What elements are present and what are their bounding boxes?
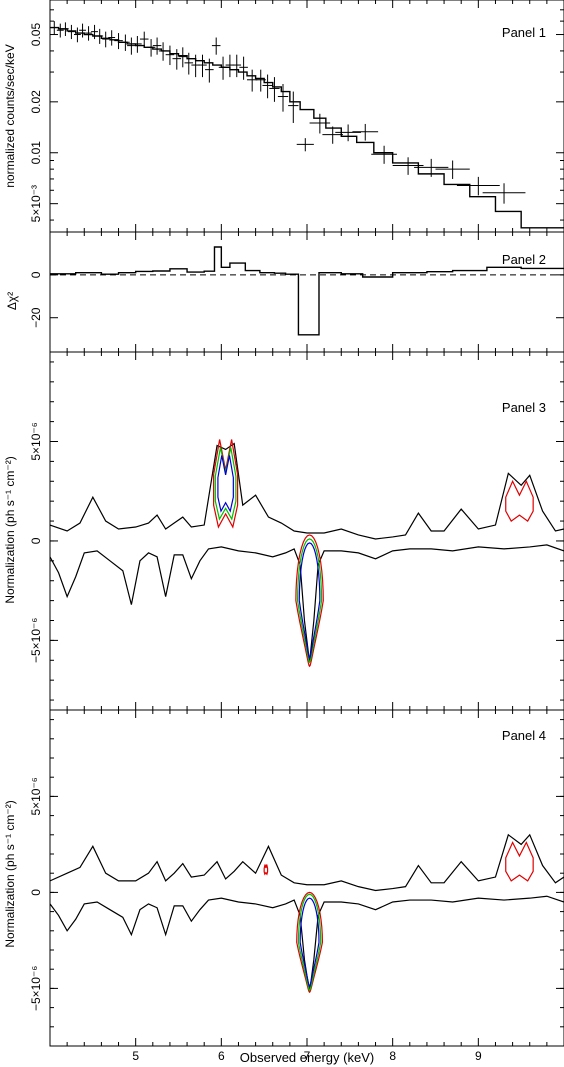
data-point xyxy=(296,138,314,152)
data-point xyxy=(198,54,207,78)
data-point xyxy=(91,24,98,40)
panel-1-label: Panel 1 xyxy=(502,25,546,40)
data-point xyxy=(247,69,258,92)
x-tick-label: 5 xyxy=(132,1049,139,1063)
red-confidence-contour xyxy=(295,534,324,668)
y-tick-label: 0 xyxy=(29,537,43,544)
panel-1-ylabel: normalized counts/sec/keV xyxy=(3,44,17,187)
panel-1: Panel 1 normalized counts/sec/keV 0.050.… xyxy=(3,0,564,233)
data-point xyxy=(288,91,299,123)
panel-1-data-points xyxy=(50,21,526,204)
x-axis-label: Observed energy (keV) xyxy=(240,1050,374,1065)
panel-4-ylabel: Normalization (ph s⁻¹ cm⁻²) xyxy=(3,800,17,947)
y-tick-label: 0.01 xyxy=(29,141,43,165)
panel-3-y-ticks: 5×10⁻⁶ 0 −5×10⁻⁶ xyxy=(29,361,564,701)
blue-confidence-contour xyxy=(299,897,320,988)
upper-limit-trace xyxy=(49,442,564,540)
x-tick-label: 6 xyxy=(218,1049,225,1063)
panel-3-ylabel: Normalization (ph s⁻¹ cm⁻²) xyxy=(3,456,17,603)
panel-2: Panel 2 Δχ² 0 −20 xyxy=(5,231,564,353)
panel-1-x-ticks xyxy=(66,0,548,232)
x-tick-label: 8 xyxy=(389,1049,396,1063)
blue-confidence-contour xyxy=(217,455,234,513)
panel-3-contours xyxy=(213,439,534,668)
data-point xyxy=(262,74,273,99)
panel-4-label: Panel 4 xyxy=(502,728,546,743)
data-point xyxy=(178,47,188,68)
data-point xyxy=(218,56,228,80)
x-tick-label: 7 xyxy=(304,1049,311,1063)
panel-4-frame xyxy=(49,709,564,1047)
data-point xyxy=(239,56,248,80)
panel-1-y-ticks: 0.05 0.02 0.01 5×10⁻³ xyxy=(29,9,564,222)
data-point xyxy=(67,24,75,40)
panel-2-y-ticks: 0 −20 xyxy=(29,271,564,328)
data-point xyxy=(165,45,175,66)
data-point xyxy=(482,183,526,204)
red-confidence-contour xyxy=(505,841,534,882)
data-point xyxy=(108,30,116,46)
panel-2-residual-line xyxy=(50,246,564,336)
data-point xyxy=(56,23,64,38)
red-confidence-contour xyxy=(263,864,269,876)
y-tick-label: −5×10⁻⁶ xyxy=(29,618,43,663)
green-confidence-contour xyxy=(296,538,323,664)
data-point xyxy=(85,26,92,41)
panel-3-x-ticks xyxy=(66,352,548,710)
data-point xyxy=(172,49,182,70)
panel-3: Panel 3 Normalization (ph s⁻¹ cm⁻²) 5×10… xyxy=(3,351,564,711)
data-point xyxy=(352,123,379,141)
green-confidence-contour xyxy=(297,893,322,992)
y-tick-label: 5×10⁻³ xyxy=(29,185,43,222)
upper-limit-trace xyxy=(49,833,564,892)
panel-4-x-ticks xyxy=(66,710,548,1046)
data-point xyxy=(225,54,235,78)
data-point xyxy=(79,23,86,38)
data-point xyxy=(184,52,194,75)
panel-2-x-ticks xyxy=(66,232,548,352)
data-point xyxy=(335,124,361,142)
data-point xyxy=(127,37,136,55)
panel-2-frame xyxy=(49,231,564,353)
data-point xyxy=(277,83,289,112)
y-tick-label: −20 xyxy=(29,307,43,328)
y-tick-label: 0.02 xyxy=(29,90,43,114)
lower-limit-trace xyxy=(49,895,564,993)
red-confidence-contour xyxy=(296,891,324,994)
y-tick-label: 5×10⁻⁶ xyxy=(29,777,43,815)
panel-2-label: Panel 2 xyxy=(502,252,546,267)
data-point xyxy=(309,113,331,134)
lower-limit-trace xyxy=(49,544,564,663)
panel-3-label: Panel 3 xyxy=(502,400,546,415)
data-point xyxy=(73,27,81,43)
data-point xyxy=(456,176,500,196)
data-point xyxy=(152,37,162,55)
data-point xyxy=(102,31,110,48)
panel-4-contours xyxy=(263,841,534,994)
panel-3-traces xyxy=(49,442,564,663)
red-confidence-contour xyxy=(213,439,239,529)
data-point xyxy=(322,126,343,144)
y-tick-label: 0 xyxy=(29,271,43,278)
x-tick-label: 9 xyxy=(475,1049,482,1063)
panel-4: Panel 4 Normalization (ph s⁻¹ cm⁻²) 5×10… xyxy=(3,709,564,1047)
y-tick-label: 5×10⁻⁶ xyxy=(29,422,43,460)
panel-4-traces xyxy=(49,833,564,993)
y-tick-label: 0.05 xyxy=(29,23,43,47)
data-point xyxy=(139,31,149,48)
panel-1-model-line xyxy=(50,26,564,229)
data-point xyxy=(269,77,280,102)
data-point xyxy=(232,54,242,78)
panel-2-ylabel: Δχ² xyxy=(5,292,19,310)
blue-confidence-contour xyxy=(298,542,321,660)
panel-4-y-ticks: 5×10⁻⁶ 0 −5×10⁻⁶ xyxy=(29,719,564,1047)
green-confidence-contour xyxy=(214,447,237,521)
x-tick-labels: 5 6 7 8 9 xyxy=(132,1049,482,1063)
y-tick-label: 0 xyxy=(29,889,43,896)
data-point xyxy=(435,160,470,179)
red-confidence-contour xyxy=(505,479,534,522)
data-point xyxy=(211,37,221,55)
y-tick-label: −5×10⁻⁶ xyxy=(29,966,43,1011)
